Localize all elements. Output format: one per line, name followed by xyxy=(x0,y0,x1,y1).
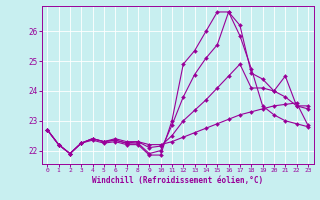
X-axis label: Windchill (Refroidissement éolien,°C): Windchill (Refroidissement éolien,°C) xyxy=(92,176,263,185)
